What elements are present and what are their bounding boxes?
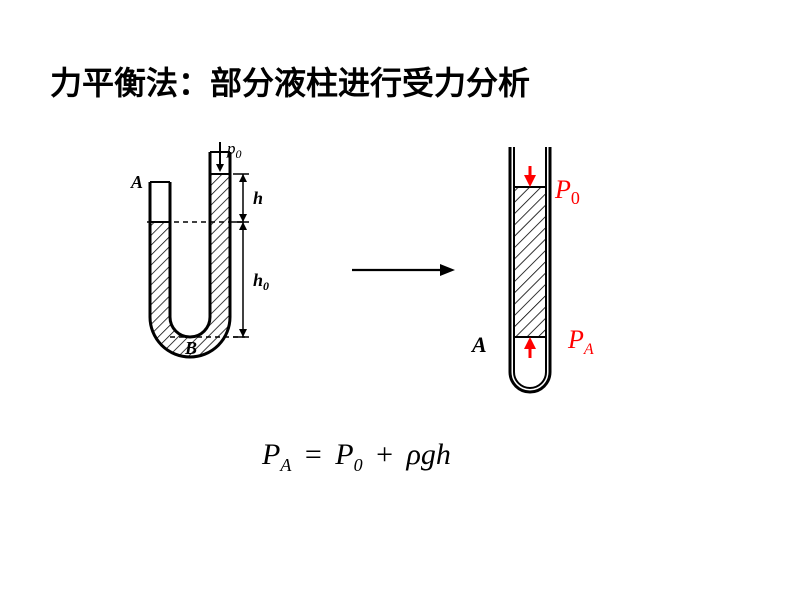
arrow-between (350, 260, 460, 285)
label-p0: P0 (555, 175, 580, 209)
slide: 力平衡法：部分液柱进行受力分析 (0, 0, 794, 596)
u-tube-label-h: h (253, 188, 263, 208)
slide-title: 力平衡法：部分液柱进行受力分析 (50, 58, 530, 104)
equation: PA = P0 + ρgh (262, 438, 451, 476)
u-tube-label-h0: h0 (253, 270, 269, 293)
u-tube-label-a: A (130, 172, 143, 192)
u-tube-diagram: A B p0 h h0 (125, 142, 290, 370)
u-tube-label-b: B (184, 338, 197, 358)
u-tube-label-p0: p0 (226, 142, 242, 161)
label-a-right: A (472, 332, 487, 358)
diagram-area: A B p0 h h0 (0, 130, 794, 410)
label-pa: PA (568, 325, 594, 359)
